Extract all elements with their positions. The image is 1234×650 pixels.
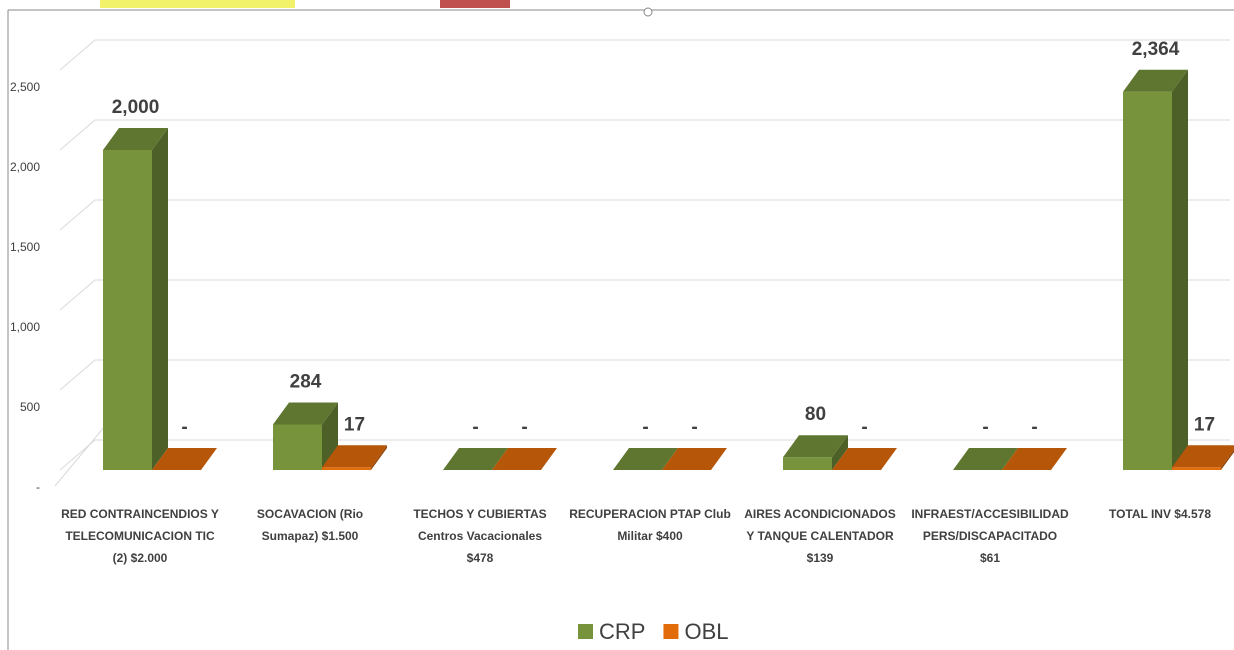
y-tick-label: 1,500 (10, 240, 40, 254)
data-label: 80 (805, 404, 826, 425)
data-label: - (642, 417, 648, 438)
bar (443, 448, 508, 470)
toolbar-artifact (440, 0, 510, 8)
bar-top (1123, 69, 1188, 92)
bar (783, 435, 848, 470)
data-label: - (1031, 417, 1037, 438)
bar-top (492, 448, 557, 470)
bar (613, 448, 678, 470)
bar (953, 448, 1018, 470)
grid-line-side (59, 439, 96, 471)
bar-front (1172, 467, 1221, 470)
bar-side (371, 445, 387, 470)
bar-side (832, 435, 848, 470)
bar-front (783, 457, 832, 470)
resize-handle (643, 7, 653, 17)
legend-swatch (578, 624, 593, 639)
grid-line-side (59, 119, 96, 151)
bar-top (152, 448, 217, 470)
data-label: - (861, 417, 867, 438)
bar-top (1002, 448, 1067, 470)
data-label: - (691, 417, 697, 438)
legend-label: CRP (599, 619, 645, 644)
grid-line-side (59, 359, 96, 391)
bar (492, 448, 557, 470)
y-tick-label: 2,000 (10, 160, 40, 174)
x-tick-label: RED CONTRAINCENDIOS Y TELECOMUNICACION TI… (61, 507, 219, 565)
bar-front (103, 150, 152, 470)
bar-top (662, 448, 727, 470)
bar-top (953, 448, 1018, 470)
bar-side (152, 128, 168, 470)
grid-line-side (59, 199, 96, 231)
bar-side (1172, 69, 1188, 470)
data-label: 2,364 (1132, 39, 1180, 60)
bar (662, 448, 727, 470)
bar-front (273, 424, 322, 470)
x-tick-label: RECUPERACION PTAP Club Militar $400 (569, 507, 731, 543)
x-tick-label: AIRES ACONDICIONADOS Y TANQUE CALENTADOR $… (744, 507, 896, 565)
data-label: - (181, 417, 187, 438)
bar-top (443, 448, 508, 470)
bar-top (103, 128, 168, 150)
legend-label: OBL (684, 619, 728, 644)
bar (152, 448, 217, 470)
data-label: 17 (1194, 414, 1215, 435)
bar-top (322, 445, 387, 468)
grid-line-side (59, 39, 96, 71)
data-label: 17 (344, 414, 365, 435)
bar (1123, 69, 1188, 470)
grid-line-side (59, 279, 96, 311)
bar (322, 445, 387, 470)
bar-top (273, 402, 338, 425)
y-tick-label: 2,500 (10, 80, 40, 94)
x-tick-label: TECHOS Y CUBIERTAS Centros Vacacionales $4… (413, 507, 546, 565)
x-tick-label: INFRAEST/ACCESIBILIDAD PERS/DISCAPACITADO… (911, 507, 1069, 565)
bar (1172, 445, 1234, 470)
bar-top (832, 448, 897, 470)
x-tick-label: TOTAL INV $4.578 (1109, 507, 1211, 521)
bar (273, 402, 338, 470)
bar-top (613, 448, 678, 470)
bar-top (1172, 445, 1234, 468)
data-label: 284 (290, 372, 322, 393)
legend-swatch (663, 624, 679, 639)
data-label: 2,000 (112, 97, 160, 118)
y-tick-label: 1,000 (10, 320, 40, 334)
y-tick-label: 500 (20, 400, 40, 414)
data-label: - (521, 417, 527, 438)
x-tick-label: SOCAVACION (Rio Sumapaz) $1.500 (257, 507, 363, 543)
bar (103, 128, 168, 470)
data-label: - (472, 417, 478, 438)
bar (832, 448, 897, 470)
bar-side (1221, 449, 1234, 470)
bar-top (783, 435, 848, 458)
wall-edge (54, 425, 106, 487)
toolbar-artifact (100, 0, 295, 8)
data-label: - (982, 417, 988, 438)
bar-front (322, 467, 371, 470)
y-tick-label: - (36, 480, 40, 494)
bar (1002, 448, 1067, 470)
bar-front (1123, 91, 1172, 470)
